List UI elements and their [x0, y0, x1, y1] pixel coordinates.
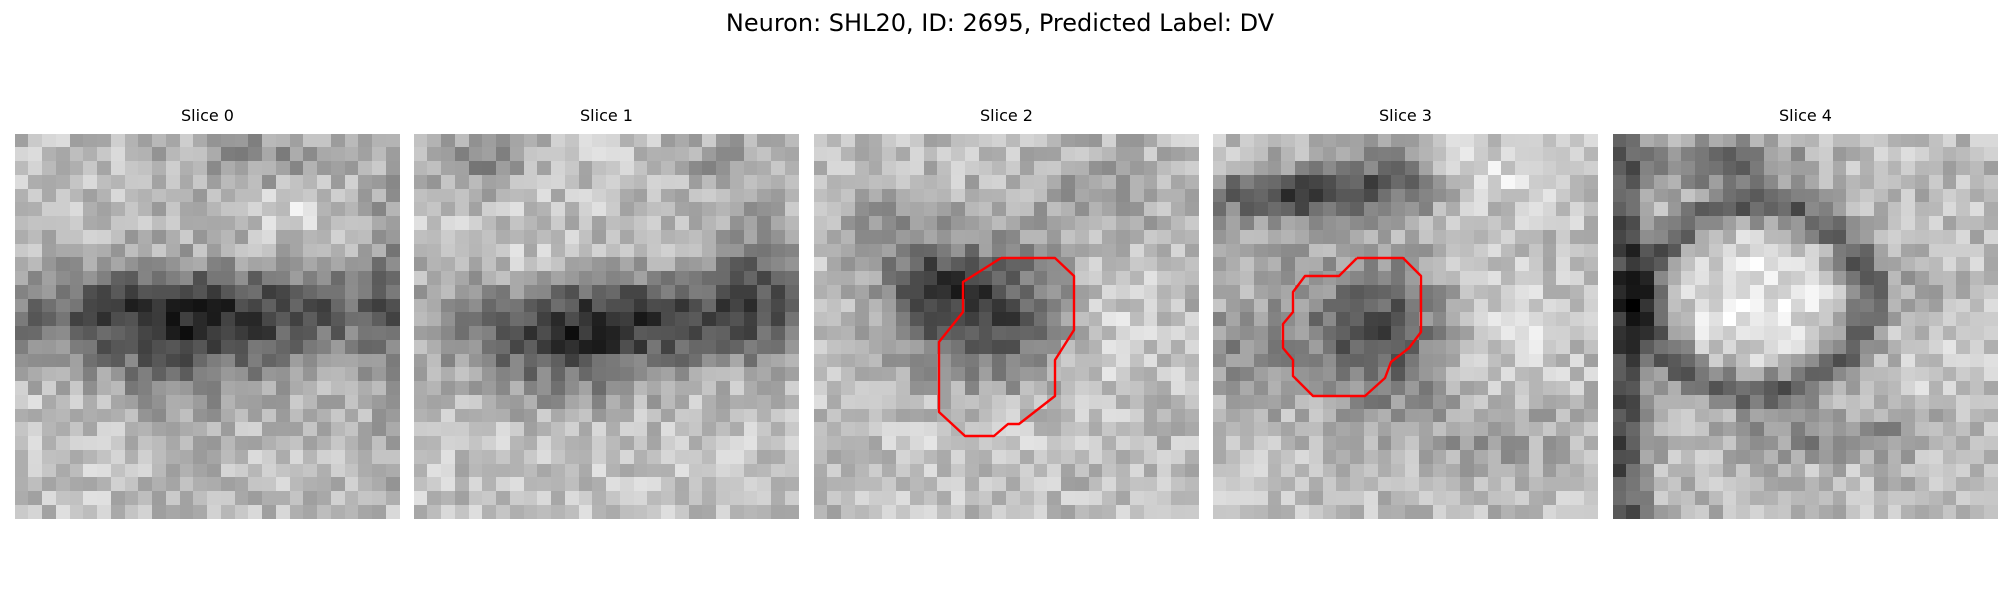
slice-panel-0: Slice 0 — [15, 106, 400, 520]
slice-image — [15, 134, 400, 519]
slice-panel-2: Slice 2 — [814, 106, 1199, 520]
slice-image — [1613, 134, 1998, 519]
slice-image — [814, 134, 1199, 519]
slice-panel-3: Slice 3 — [1213, 106, 1598, 520]
segmentation-contour — [1281, 256, 1423, 398]
slice-title: Slice 4 — [1779, 106, 1832, 125]
slice-title: Slice 2 — [980, 106, 1033, 125]
figure-title: Neuron: SHL20, ID: 2695, Predicted Label… — [725, 9, 1275, 37]
slice-panel-4: Slice 4 — [1613, 106, 1998, 520]
segmentation-contour — [937, 256, 1076, 438]
slice-title: Slice 0 — [181, 106, 234, 125]
slice-image — [414, 134, 799, 519]
slice-title: Slice 1 — [580, 106, 633, 125]
slice-panel-1: Slice 1 — [414, 106, 799, 520]
slice-title: Slice 3 — [1379, 106, 1432, 125]
slice-image — [1213, 134, 1598, 519]
